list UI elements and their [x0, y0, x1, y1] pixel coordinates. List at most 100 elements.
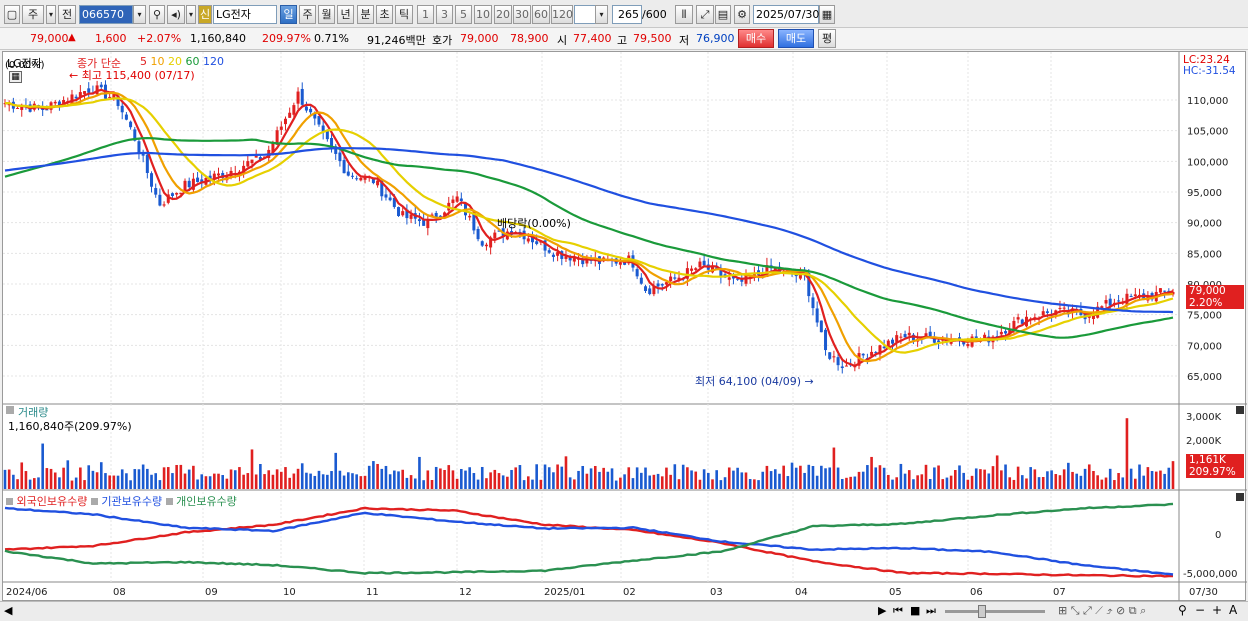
- volume-bar: [388, 474, 392, 489]
- volume-bar: [895, 477, 898, 489]
- volume-bar: [648, 475, 652, 489]
- buy-button[interactable]: 매수: [738, 29, 774, 48]
- period-day-button[interactable]: 일: [280, 5, 297, 24]
- stock-code-input[interactable]: 066570: [79, 5, 133, 24]
- speaker-icon[interactable]: ◂): [167, 5, 185, 24]
- draw-line-icon[interactable]: ⤢: [696, 5, 714, 24]
- zoom-slider[interactable]: [945, 610, 1045, 613]
- interval-5[interactable]: 5: [455, 5, 472, 24]
- search-icon[interactable]: ⚲: [149, 5, 165, 24]
- inst-handle[interactable]: [90, 498, 98, 505]
- grid-toggle-icon[interactable]: ▦: [9, 71, 22, 83]
- interval-3[interactable]: 3: [436, 5, 453, 24]
- interval-dropdown-icon[interactable]: ▾: [595, 5, 608, 24]
- period-month-tab[interactable]: 월: [318, 5, 335, 24]
- period-week-button[interactable]: 주: [22, 5, 44, 24]
- auto-scale-icon[interactable]: A: [1229, 603, 1238, 617]
- candle-type-icon[interactable]: ⫴: [675, 5, 693, 24]
- scroll-left-icon[interactable]: ◀: [4, 604, 13, 617]
- ma-line-10: [4, 91, 1174, 363]
- zoom-slider-thumb[interactable]: [978, 605, 986, 618]
- holding-panel-handle[interactable]: [6, 498, 13, 505]
- interval-30[interactable]: 30: [513, 5, 531, 24]
- dropdown-icon[interactable]: ▾: [46, 5, 56, 24]
- stock-name-field[interactable]: LG전자: [213, 5, 277, 24]
- volume-bar: [171, 473, 174, 489]
- volume-bar: [213, 473, 216, 489]
- volume-bar: [853, 476, 857, 489]
- low-note-text: 최저 64,100 (04/09): [695, 375, 802, 388]
- volume-bar: [1100, 479, 1104, 489]
- save-icon[interactable]: ▤: [715, 5, 731, 24]
- period-tick-tab[interactable]: 틱: [395, 5, 413, 24]
- drawing-tools-icons[interactable]: ⊞ ⤡ ⤢ ⟋ ⤴ ⊘ ⧉ ⌕: [1058, 604, 1147, 617]
- volume-bar: [451, 470, 455, 489]
- period-second-tab[interactable]: 초: [376, 5, 393, 24]
- volume-bar: [330, 471, 333, 489]
- candle-body: [380, 180, 384, 197]
- window-icon[interactable]: ▢: [4, 5, 20, 24]
- interval-120[interactable]: 120: [551, 5, 573, 24]
- prev-button[interactable]: 전: [58, 5, 76, 24]
- interval-60[interactable]: 60: [532, 5, 550, 24]
- calendar-icon[interactable]: ▦: [819, 5, 835, 24]
- volume-bar: [1138, 464, 1141, 489]
- interval-10[interactable]: 10: [474, 5, 492, 24]
- volume-bar: [58, 477, 61, 489]
- volume-bar: [719, 480, 723, 489]
- volume-bar: [28, 479, 32, 489]
- zoom-search-icon[interactable]: ⚲: [1178, 603, 1187, 617]
- volume-bar: [275, 469, 279, 489]
- volume-bar: [786, 476, 790, 489]
- period-minute-tab[interactable]: 분: [357, 5, 374, 24]
- stop-icon[interactable]: ■: [910, 604, 921, 617]
- gear-icon[interactable]: ⚙: [734, 5, 750, 24]
- date-axis-label: 02: [623, 587, 636, 598]
- ma-period-20: 20: [168, 55, 186, 68]
- volume-bar: [748, 479, 752, 489]
- bar-count-input[interactable]: 265: [612, 5, 642, 24]
- candle-body: [811, 297, 815, 309]
- candle-body: [480, 241, 484, 246]
- date-input[interactable]: 2025/07/30: [753, 5, 819, 24]
- volume-bar: [326, 474, 329, 489]
- interval-1[interactable]: 1: [417, 5, 434, 24]
- sell-button[interactable]: 매도: [778, 29, 814, 48]
- volume-tag: 1,161K: [1186, 454, 1244, 466]
- interval-20[interactable]: 20: [494, 5, 512, 24]
- zoom-out-icon[interactable]: −: [1195, 603, 1206, 617]
- volume-bar: [166, 467, 170, 489]
- volume-bar: [1092, 470, 1095, 489]
- evaluate-button[interactable]: 평: [818, 29, 836, 48]
- volume-bar: [16, 479, 19, 489]
- speaker-dropdown-icon[interactable]: ▾: [186, 5, 196, 24]
- code-dropdown-icon[interactable]: ▾: [133, 5, 146, 24]
- period-year-tab[interactable]: 년: [337, 5, 354, 24]
- holding-close-icon[interactable]: [1236, 493, 1244, 501]
- scroll-right-icon[interactable]: ▶: [878, 604, 887, 617]
- volume-bar: [874, 467, 878, 489]
- volume-bar: [564, 456, 568, 489]
- volume-bar: [794, 467, 798, 489]
- stock-chart[interactable]: 110,000105,000100,00095,00090,00085,0008…: [3, 52, 1247, 602]
- new-badge[interactable]: 신: [198, 5, 212, 24]
- volume-bar: [1125, 418, 1129, 489]
- volume-bar: [702, 469, 706, 489]
- zoom-in-icon[interactable]: +: [1212, 603, 1223, 617]
- volume-bar: [1029, 467, 1032, 489]
- rewind-icon[interactable]: ⏮: [893, 604, 903, 617]
- volume-bar: [355, 474, 358, 489]
- indiv-handle[interactable]: [165, 498, 173, 505]
- fast-forward-icon[interactable]: ⏭: [926, 604, 936, 617]
- volume-bar: [954, 470, 957, 489]
- price-axis-label: 65,000: [1187, 372, 1222, 383]
- candle-body: [170, 193, 174, 196]
- volume-bar: [288, 477, 291, 489]
- volume-close-icon[interactable]: [1236, 406, 1244, 414]
- period-week-tab[interactable]: 주: [299, 5, 316, 24]
- candle-body: [325, 130, 329, 140]
- volume-panel-handle[interactable]: [6, 406, 14, 414]
- volume-bar: [1171, 461, 1175, 489]
- chart-area[interactable]: 110,000105,000100,00095,00090,00085,0008…: [2, 51, 1247, 602]
- volume-bar: [62, 467, 65, 489]
